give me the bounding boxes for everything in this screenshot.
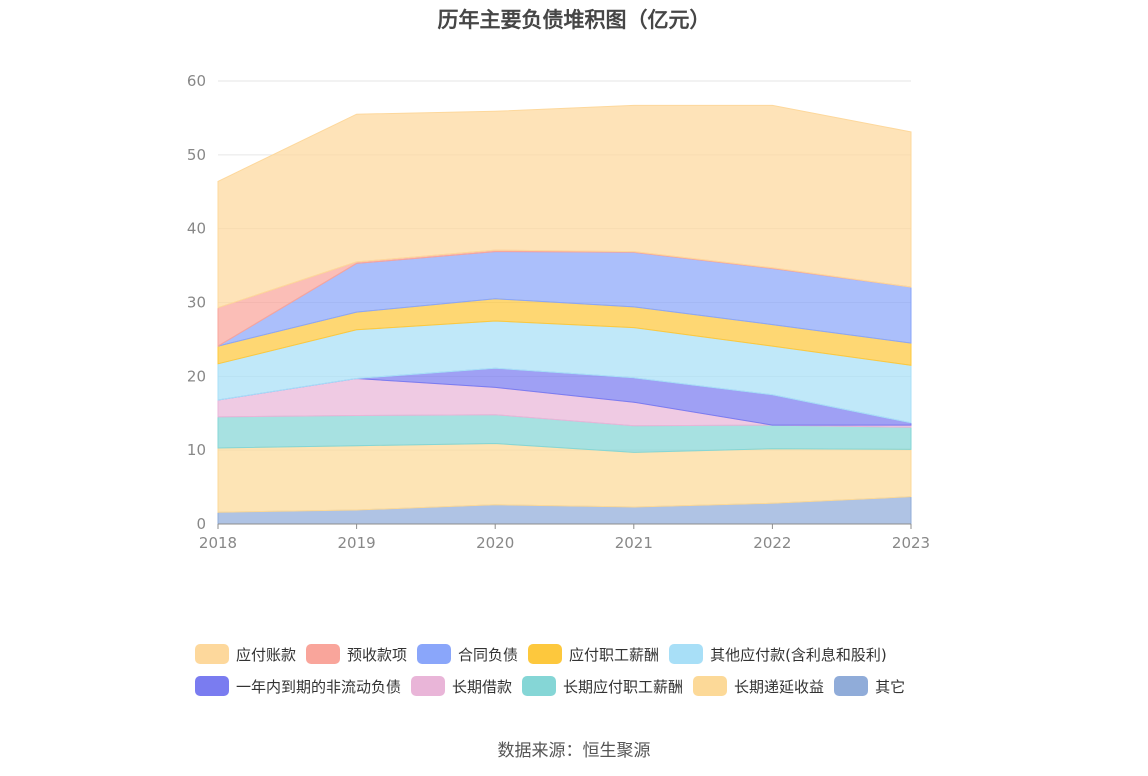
legend-swatch <box>417 644 452 664</box>
legend-label: 应付职工薪酬 <box>569 645 660 664</box>
y-tick-label: 20 <box>187 367 206 385</box>
legend-swatch <box>528 644 563 664</box>
legend-label: 合同负债 <box>458 645 519 664</box>
legend-item[interactable]: 长期借款 <box>411 676 512 697</box>
legend-label: 长期应付职工薪酬 <box>563 677 684 696</box>
x-tick-label: 2018 <box>199 534 237 552</box>
chart-svg: 0 10 20 30 40 50 60 2018 2019 2020 2021 2022 2023 <box>187 72 930 552</box>
legend-item[interactable]: 长期应付职工薪酬 <box>522 676 683 697</box>
x-tick-label: 2020 <box>476 534 514 552</box>
legend-item[interactable]: 其它 <box>834 676 905 697</box>
legend-item[interactable]: 一年内到期的非流动负债 <box>195 676 401 697</box>
y-tick-label: 60 <box>187 72 206 90</box>
x-tick-label: 2021 <box>615 534 653 552</box>
y-tick-label: 30 <box>187 294 206 312</box>
area-series-应付账款 <box>217 104 912 309</box>
legend-swatch <box>411 676 446 696</box>
legend-item[interactable]: 其他应付款(含利息和股利) <box>669 644 887 665</box>
legend-label: 一年内到期的非流动负债 <box>236 677 402 696</box>
x-tick-label: 2023 <box>892 534 930 552</box>
legend-swatch <box>693 676 728 696</box>
y-tick-label: 10 <box>187 441 206 459</box>
legend-label: 应付账款 <box>236 645 297 664</box>
legend-item[interactable]: 合同负债 <box>417 644 518 665</box>
area-layer <box>217 104 912 525</box>
legend-row: 一年内到期的非流动负债 长期借款 长期应付职工薪酬 长期递延收益 其它 <box>195 670 995 702</box>
legend-item[interactable]: 长期递延收益 <box>693 676 824 697</box>
legend-label: 预收款项 <box>347 645 408 664</box>
area-series-长期递延收益 <box>217 442 912 513</box>
chart-title: 历年主要负债堆积图（亿元） <box>437 8 711 32</box>
legend-label: 长期借款 <box>452 677 513 696</box>
legend-swatch <box>522 676 557 696</box>
legend-swatch <box>834 676 869 696</box>
y-tick-label: 40 <box>187 220 206 238</box>
legend-label: 长期递延收益 <box>734 677 825 696</box>
x-tick-label: 2022 <box>753 534 791 552</box>
legend-swatch <box>195 676 229 696</box>
y-tick-label: 50 <box>187 146 206 164</box>
legend-swatch <box>195 644 229 664</box>
legend-swatch <box>306 644 341 664</box>
x-tick-label: 2019 <box>338 534 376 552</box>
legend-item[interactable]: 应付职工薪酬 <box>528 644 659 665</box>
legend-item[interactable]: 应付账款 <box>195 644 296 665</box>
legend-row: 应付账款 预收款项 合同负债 应付职工薪酬 其他应付款(含利息和股利) <box>195 638 995 670</box>
legend-label: 其他应付款(含利息和股利) <box>710 645 887 664</box>
y-tick-label: 0 <box>196 515 206 533</box>
legend-swatch <box>669 644 704 664</box>
axis-layer: 0 10 20 30 40 50 60 2018 2019 2020 2021 2022 2023 <box>187 72 930 552</box>
legend: 应付账款 预收款项 合同负债 应付职工薪酬 其他应付款(含利息和股利) 一年内到期的非流动… <box>195 638 995 702</box>
source-note: 数据来源：恒生聚源 <box>497 741 651 761</box>
legend-label: 其它 <box>875 677 906 696</box>
legend-item[interactable]: 预收款项 <box>306 644 407 665</box>
